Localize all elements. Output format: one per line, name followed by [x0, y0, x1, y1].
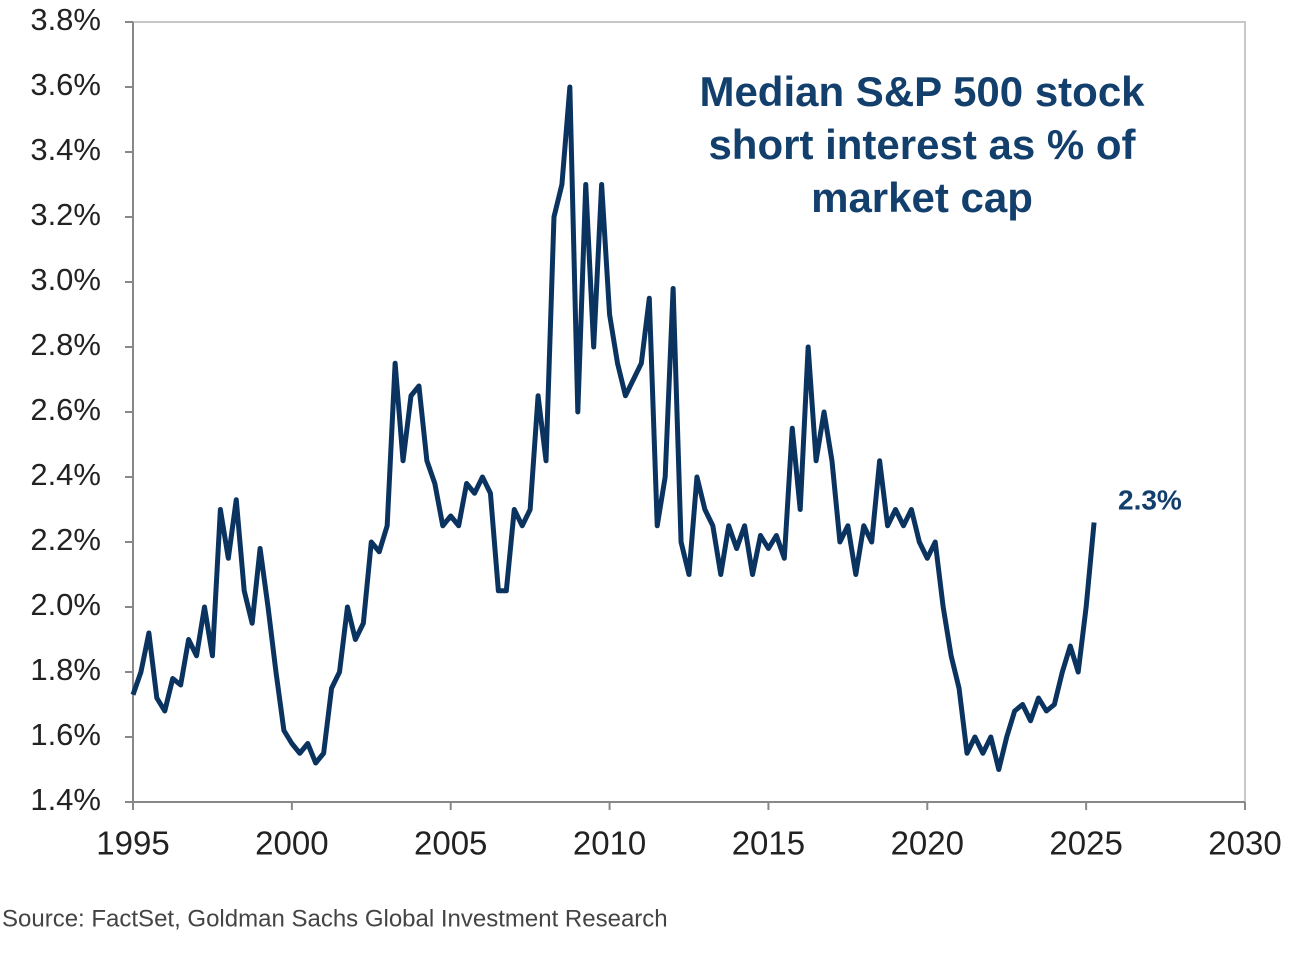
y-tick-label: 3.0%: [30, 262, 101, 297]
x-tick-label: 2030: [1208, 825, 1281, 862]
x-tick-label: 2015: [732, 825, 805, 862]
x-tick-label: 2025: [1049, 825, 1122, 862]
y-tick-label: 3.8%: [30, 2, 101, 37]
y-tick-label: 1.4%: [30, 782, 101, 817]
x-tick-label: 2005: [414, 825, 487, 862]
chart-title: Median S&P 500 stock: [699, 68, 1145, 115]
y-tick-label: 3.6%: [30, 67, 101, 102]
y-tick-label: 2.0%: [30, 587, 101, 622]
x-tick-label: 1995: [96, 825, 169, 862]
y-tick-label: 1.8%: [30, 652, 101, 687]
x-tick-label: 2010: [573, 825, 646, 862]
source-note: Source: FactSet, Goldman Sachs Global In…: [2, 905, 668, 932]
y-tick-label: 2.2%: [30, 522, 101, 557]
y-tick-label: 3.4%: [30, 132, 101, 167]
annotation: 2.3%: [1118, 484, 1182, 515]
y-tick-label: 1.6%: [30, 717, 101, 752]
y-tick-label: 3.2%: [30, 197, 101, 232]
x-tick-label: 2020: [891, 825, 964, 862]
y-tick-label: 2.6%: [30, 392, 101, 427]
y-tick-label: 2.4%: [30, 457, 101, 492]
chart-title: market cap: [811, 174, 1033, 221]
x-tick-label: 2000: [255, 825, 328, 862]
y-tick-label: 2.8%: [30, 327, 101, 362]
line-series: [130, 84, 1097, 772]
chart-title: short interest as % of: [708, 121, 1136, 168]
